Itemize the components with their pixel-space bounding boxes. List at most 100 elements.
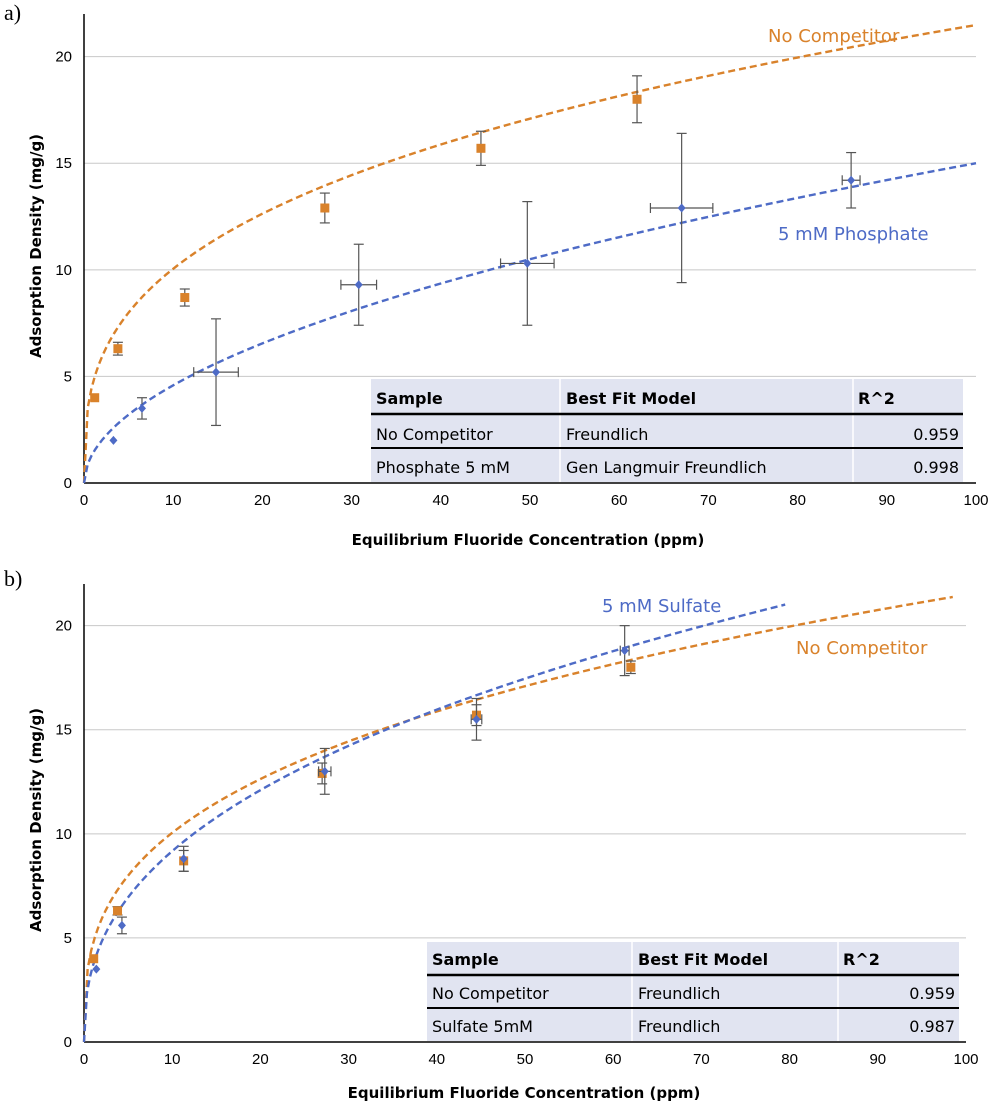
table-cell-sample: Phosphate 5 mM xyxy=(376,458,510,477)
x-tick-label: 60 xyxy=(611,492,628,509)
data-point xyxy=(649,132,714,284)
x-axis-title-b: Equilibrium Fluoride Concentration (ppm) xyxy=(348,1084,701,1102)
table-cell-r2: 0.987 xyxy=(909,1017,955,1036)
y-tick-label: 10 xyxy=(55,826,72,843)
x-tick-label: 20 xyxy=(254,492,271,509)
y-tick-label: 5 xyxy=(64,930,72,947)
data-point xyxy=(340,243,378,326)
table-cell-model: Freundlich xyxy=(638,1017,720,1036)
data-point xyxy=(116,916,127,935)
chart-panel-b: b) 0 5 10 15 20 0 10 20 30 40 50 60 70 80 90 100 Equili… xyxy=(4,566,979,1102)
data-point xyxy=(317,762,328,785)
x-tick-label: 0 xyxy=(80,492,88,509)
data-point xyxy=(89,954,99,964)
y-tick-label: 0 xyxy=(64,1034,72,1051)
data-point xyxy=(178,845,189,872)
tick-labels-b: 0 5 10 15 20 0 10 20 30 40 50 60 70 80 90 100 xyxy=(55,618,978,1068)
fit-table-a: Sample Best Fit Model R^2 No Competitor … xyxy=(371,379,963,482)
tick-labels-a: 0 5 10 15 20 0 10 20 30 40 50 60 70 80 90 100 xyxy=(55,49,988,509)
x-tick-label: 70 xyxy=(693,1051,710,1068)
grid-a xyxy=(83,14,976,484)
data-point xyxy=(841,151,861,209)
x-tick-label: 40 xyxy=(432,492,449,509)
curve-label-sulfate-b: 5 mM Sulfate xyxy=(602,596,721,617)
data-points-a xyxy=(90,75,861,445)
y-tick-label: 20 xyxy=(55,618,72,635)
data-point xyxy=(475,130,486,166)
x-tick-label: 30 xyxy=(340,1051,357,1068)
data-point xyxy=(470,697,483,741)
x-tick-label: 90 xyxy=(878,492,895,509)
x-tick-label: 100 xyxy=(963,492,988,509)
x-tick-label: 10 xyxy=(164,1051,181,1068)
x-tick-label: 40 xyxy=(428,1051,445,1068)
curve-label-no-competitor-a: No Competitor xyxy=(768,26,900,47)
table-cell-r2: 0.959 xyxy=(913,425,959,444)
x-tick-label: 50 xyxy=(517,1051,534,1068)
fit-curve-series-0 xyxy=(82,23,977,484)
x-tick-label: 70 xyxy=(700,492,717,509)
data-point xyxy=(90,393,100,403)
data-point xyxy=(193,318,239,427)
table-cell-sample: Sulfate 5mM xyxy=(432,1017,533,1036)
x-tick-label: 100 xyxy=(953,1051,978,1068)
x-tick-label: 60 xyxy=(605,1051,622,1068)
y-tick-label: 20 xyxy=(55,49,72,66)
x-tick-label: 0 xyxy=(80,1051,88,1068)
data-point xyxy=(112,906,123,916)
curve-label-no-competitor-b: No Competitor xyxy=(796,638,928,659)
y-tick-label: 15 xyxy=(55,722,72,739)
data-point xyxy=(109,435,118,445)
table-header-r2: R^2 xyxy=(843,950,880,969)
table-cell-sample: No Competitor xyxy=(432,984,549,1003)
table-header-sample: Sample xyxy=(376,389,443,408)
table-header-model: Best Fit Model xyxy=(566,389,696,408)
table-header-model: Best Fit Model xyxy=(638,950,768,969)
table-cell-model: Freundlich xyxy=(566,425,648,444)
x-tick-label: 20 xyxy=(252,1051,269,1068)
table-cell-r2: 0.959 xyxy=(909,984,955,1003)
x-tick-label: 30 xyxy=(343,492,360,509)
data-points-b xyxy=(89,625,636,974)
x-tick-label: 50 xyxy=(522,492,539,509)
table-cell-r2: 0.998 xyxy=(913,458,959,477)
fit-curve-series-1 xyxy=(82,162,977,484)
fit-table-b: Sample Best Fit Model R^2 No Competitor … xyxy=(427,942,959,1041)
y-axis-title-a: Adsorption Density (mg/g) xyxy=(27,134,45,358)
data-point xyxy=(318,747,332,795)
table-cell-model: Freundlich xyxy=(638,984,720,1003)
data-point xyxy=(112,341,123,356)
x-axis-title-a: Equilibrium Fluoride Concentration (ppm) xyxy=(352,531,705,549)
table-background xyxy=(427,942,959,1041)
table-header-sample: Sample xyxy=(432,950,499,969)
table-cell-model: Gen Langmuir Freundlich xyxy=(566,458,767,477)
x-tick-label: 80 xyxy=(781,1051,798,1068)
grid-b xyxy=(83,584,966,1043)
data-point xyxy=(136,397,147,420)
data-point xyxy=(499,201,555,326)
data-point xyxy=(179,288,190,307)
data-point xyxy=(625,660,636,675)
chart-panel-a: a) 0 5 10 15 20 0 10 20 30 40 50 60 70 80 90 100 Equili… xyxy=(4,0,989,549)
y-axis-title-b: Adsorption Density (mg/g) xyxy=(27,708,45,932)
y-tick-label: 5 xyxy=(64,368,72,385)
fit-curves-a xyxy=(82,23,977,484)
x-tick-label: 10 xyxy=(165,492,182,509)
curve-label-phosphate-a: 5 mM Phosphate xyxy=(778,224,929,245)
panel-label-a: a) xyxy=(4,0,21,25)
fit-curve-series-1 xyxy=(82,603,786,1043)
data-point xyxy=(619,625,630,677)
fit-curves-b xyxy=(82,595,953,1043)
y-tick-label: 15 xyxy=(55,155,72,172)
y-tick-label: 0 xyxy=(64,475,72,492)
x-tick-label: 80 xyxy=(789,492,806,509)
y-tick-label: 10 xyxy=(55,262,72,279)
table-cell-sample: No Competitor xyxy=(376,425,493,444)
data-point xyxy=(319,192,330,224)
data-point xyxy=(92,964,101,974)
table-background xyxy=(371,379,963,482)
data-point xyxy=(632,75,643,124)
x-tick-label: 90 xyxy=(869,1051,886,1068)
table-header-r2: R^2 xyxy=(858,389,895,408)
